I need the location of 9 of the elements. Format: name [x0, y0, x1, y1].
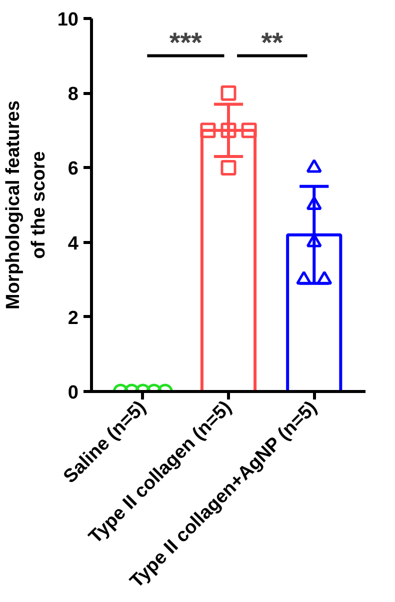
y-tick-label: 8 [68, 84, 79, 106]
annotation: *** [169, 26, 202, 58]
y-axis-title: Morphological features of the score [3, 100, 50, 310]
annotation: ** [261, 26, 284, 58]
y-tick-label: 10 [57, 10, 79, 30]
y-tick-label: 6 [68, 158, 79, 180]
y-tick-label: 0 [68, 382, 79, 404]
y-tick-label: 4 [68, 233, 79, 254]
y-tick-label: 2 [68, 308, 79, 329]
